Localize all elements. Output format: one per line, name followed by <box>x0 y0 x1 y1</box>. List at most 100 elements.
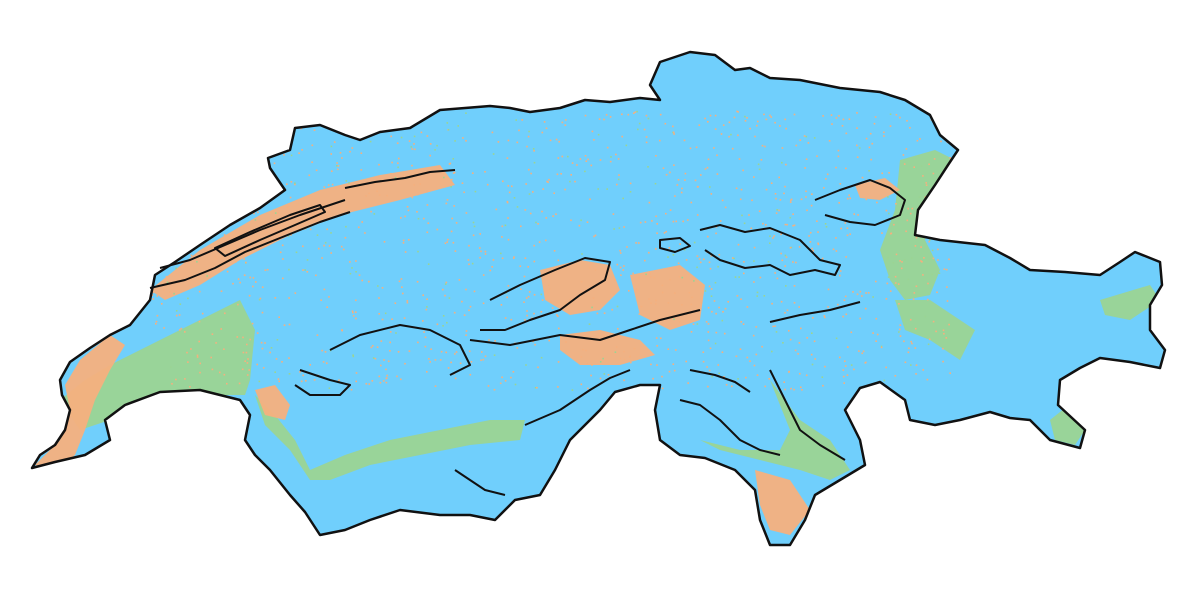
speckle <box>779 125 781 127</box>
speckle <box>790 246 793 249</box>
speckle <box>578 224 581 227</box>
speckle <box>178 314 181 316</box>
speckle <box>853 213 855 215</box>
speckle <box>694 179 697 182</box>
speckle <box>932 320 935 323</box>
speckle <box>446 321 448 324</box>
speckle <box>382 380 385 382</box>
speckle <box>170 197 172 199</box>
speckle <box>429 143 432 145</box>
speckle <box>738 158 741 160</box>
speckle <box>360 152 363 154</box>
speckle <box>492 259 495 261</box>
contour-valais-3 <box>454 469 506 496</box>
speckle <box>408 122 410 125</box>
speckle <box>623 358 626 361</box>
speckle <box>810 204 813 207</box>
speckle <box>714 128 717 130</box>
speckle <box>753 176 755 178</box>
speckle <box>383 359 385 361</box>
speckle <box>690 331 693 333</box>
speckle <box>677 262 680 265</box>
speckle <box>584 170 586 173</box>
speckle <box>326 362 328 364</box>
speckle <box>688 291 691 294</box>
speckle <box>514 383 517 386</box>
speckle <box>922 274 924 276</box>
speckle <box>287 235 290 237</box>
contour-lake-neuchatel <box>214 204 326 257</box>
speckle <box>553 250 556 252</box>
speckle <box>784 254 787 257</box>
speckle <box>767 260 770 263</box>
speckle <box>684 172 687 175</box>
speckle <box>778 176 780 179</box>
speckle <box>411 177 413 179</box>
speckle <box>717 364 720 366</box>
speckle <box>616 305 619 308</box>
speckle <box>660 337 662 340</box>
speckle <box>507 285 510 287</box>
speckle <box>311 144 314 147</box>
speckle <box>746 356 749 359</box>
speckle <box>426 135 429 137</box>
speckle <box>190 348 192 350</box>
speckle <box>699 261 702 264</box>
speckle <box>301 149 303 151</box>
speckle <box>355 317 357 320</box>
speckle <box>380 364 382 367</box>
speckle <box>801 389 803 391</box>
speckle <box>288 268 290 271</box>
speckle <box>901 261 903 263</box>
speckle <box>708 285 711 288</box>
speckle <box>894 282 897 284</box>
speckle <box>290 181 293 183</box>
speckle <box>541 210 543 213</box>
speckle <box>844 360 846 362</box>
speckle <box>910 364 912 366</box>
speckle <box>471 262 474 265</box>
speckle <box>361 135 363 137</box>
speckle <box>271 143 273 146</box>
speckle <box>679 243 681 245</box>
speckle <box>696 255 699 257</box>
speckle <box>558 327 560 330</box>
speckle <box>524 319 526 321</box>
speckle <box>389 341 391 344</box>
speckle <box>707 306 710 309</box>
speckle <box>615 346 618 348</box>
speckle <box>465 330 468 332</box>
speckle <box>618 227 621 229</box>
speckle <box>636 110 638 113</box>
speckle <box>770 116 772 118</box>
speckle <box>465 334 467 336</box>
speckle <box>758 168 761 171</box>
speckle <box>662 167 665 169</box>
speckle <box>351 267 353 269</box>
speckle <box>404 215 406 218</box>
speckle <box>872 332 874 334</box>
speckle <box>528 193 531 195</box>
speckle <box>525 183 527 185</box>
speckle <box>524 257 527 259</box>
speckle <box>571 389 574 391</box>
speckle <box>669 278 671 281</box>
speckle <box>906 219 909 222</box>
speckle <box>545 127 548 130</box>
speckle <box>235 205 238 208</box>
speckle <box>400 278 403 280</box>
speckle <box>913 166 915 168</box>
speckle <box>948 323 950 326</box>
speckle <box>238 382 241 385</box>
speckle <box>274 371 276 373</box>
speckle <box>804 167 806 169</box>
speckle <box>381 287 384 289</box>
speckle <box>501 236 503 238</box>
speckle <box>764 145 766 148</box>
speckle <box>551 307 554 309</box>
speckle <box>538 241 541 243</box>
speckle <box>546 180 548 183</box>
speckle <box>533 312 535 315</box>
speckle <box>673 164 675 166</box>
speckle <box>527 135 530 138</box>
